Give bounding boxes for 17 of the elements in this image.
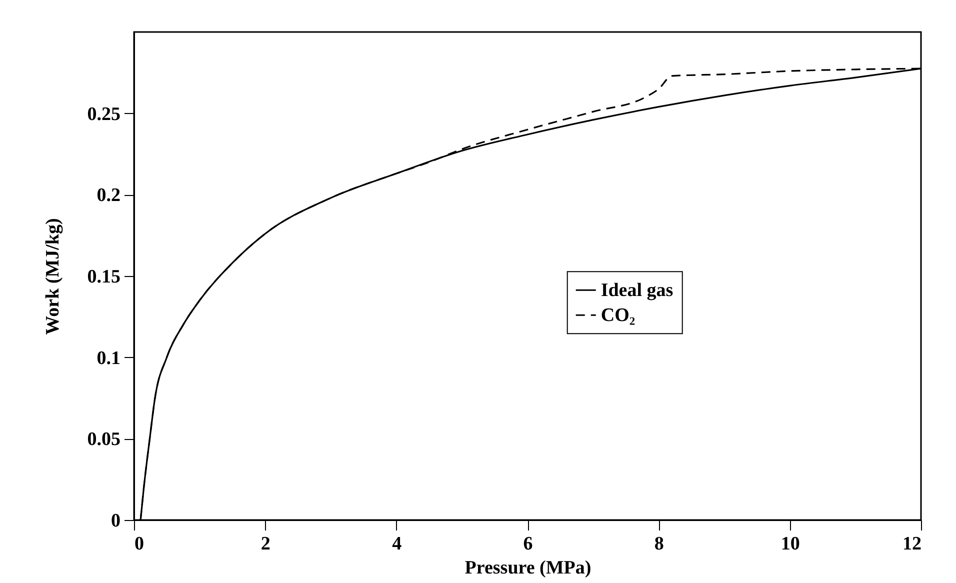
y-tick-label: 0.1 xyxy=(96,348,120,369)
y-axis-title: Work (MJ/kg) xyxy=(42,218,64,335)
y-tick-label: 0.05 xyxy=(87,429,120,450)
y-tick-label: 0.15 xyxy=(87,266,120,288)
y-tick-label: 0.25 xyxy=(87,104,120,125)
legend-label: Ideal gas xyxy=(600,280,674,302)
x-tick-label: 6 xyxy=(523,534,533,554)
y-tick-label: 0 xyxy=(111,510,120,532)
legend-label: CO₂ xyxy=(600,305,636,326)
x-tick-label: 4 xyxy=(392,534,402,554)
x-axis-title: Pressure (MPa) xyxy=(464,558,592,578)
y-tick-label: 0.2 xyxy=(96,185,120,206)
x-tick-label: 10 xyxy=(780,534,800,554)
x-tick-label: 2 xyxy=(260,534,270,554)
x-tick-label: 0 xyxy=(134,534,144,554)
x-tick-label: 12 xyxy=(902,534,922,554)
x-tick-label: 8 xyxy=(654,534,664,554)
